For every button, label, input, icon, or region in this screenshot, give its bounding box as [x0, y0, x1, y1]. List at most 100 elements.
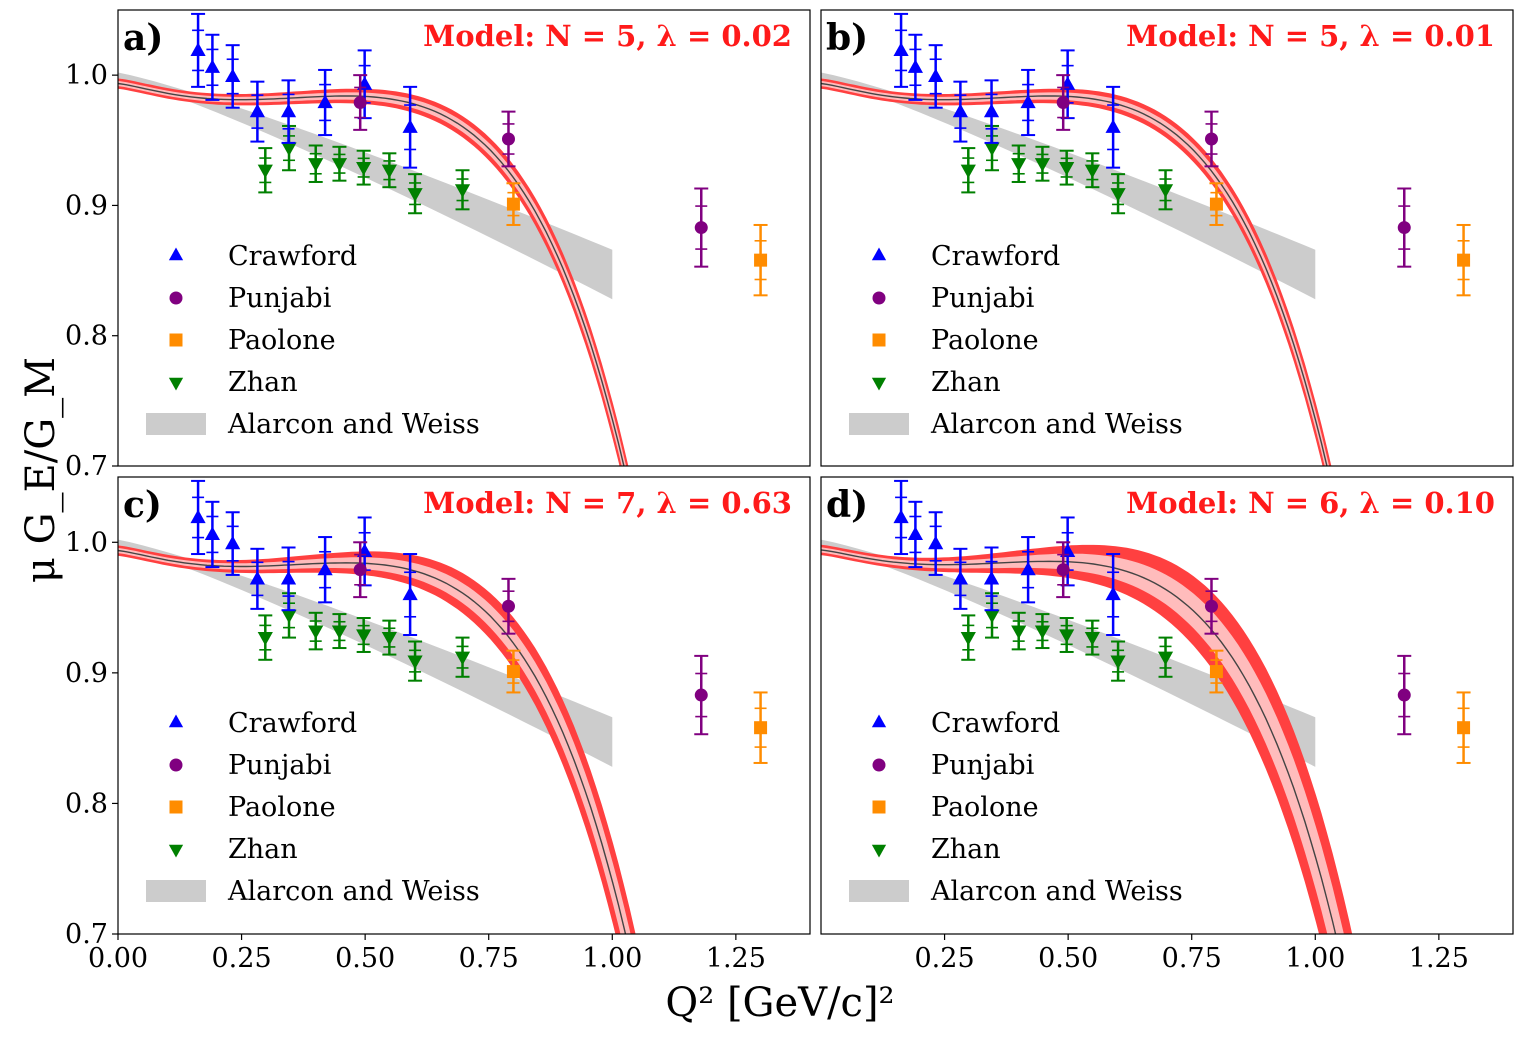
legend-label: Zhan [931, 367, 1001, 398]
legend-label: Crawford [228, 241, 357, 272]
legend-label: Alarcon and Weiss [930, 876, 1183, 907]
crawford-point [1105, 119, 1121, 133]
punjabi-point [1056, 96, 1070, 110]
model-central-line [821, 82, 1328, 466]
crawford-point [983, 103, 1000, 118]
legend-label: Crawford [931, 241, 1060, 272]
legend-label: Crawford [931, 708, 1060, 739]
y-tick-label: 0.7 [65, 919, 108, 950]
legend-label: Punjabi [228, 283, 332, 314]
zhan-point [984, 142, 1000, 157]
crawford-point [983, 570, 1000, 585]
crawford-point [204, 59, 221, 73]
legend-marker [169, 333, 183, 347]
panel-label: b) [826, 17, 868, 59]
legend: Crawford Punjabi Paolone Zhan Alarcon and We… [146, 708, 480, 907]
legend-item: Alarcon and Weiss [146, 409, 480, 440]
zhan-point [331, 158, 348, 172]
legend-marker [849, 413, 909, 435]
zhan-point [407, 188, 423, 202]
zhan-point [308, 158, 324, 172]
legend-item: Punjabi [169, 283, 332, 314]
legend-label: Punjabi [228, 750, 332, 781]
paolone-point [1457, 253, 1471, 267]
punjabi-point [501, 599, 515, 613]
crawford-point [928, 535, 944, 550]
panel-label: c) [123, 484, 162, 526]
legend-item: Zhan [168, 367, 298, 398]
punjabi-point [1397, 688, 1411, 702]
paolone-point [1209, 197, 1223, 211]
legend-label: Zhan [228, 834, 298, 865]
zhan-point [1011, 158, 1027, 172]
crawford-point [893, 42, 909, 56]
punjabi-point [501, 132, 515, 146]
model-annotation: Model: N = 5, λ = 0.01 [1126, 19, 1495, 53]
zhan-point [356, 162, 372, 176]
zhan-point [381, 632, 397, 646]
punjabi-point [694, 221, 708, 235]
legend-item: Punjabi [872, 283, 1035, 314]
model-annotation: Model: N = 7, λ = 0.63 [423, 486, 792, 520]
zhan-point [1084, 632, 1100, 646]
zhan-point [960, 164, 976, 179]
panel-b: b) Model: N = 5, λ = 0.01 Crawford Punjabi P… [820, 9, 1514, 467]
legend-item: Zhan [871, 367, 1001, 398]
legend-label: Alarcon and Weiss [227, 876, 480, 907]
paolone-point [754, 721, 768, 735]
zhan-point [407, 655, 423, 670]
x-tick-label: 1.00 [582, 943, 642, 974]
punjabi-point [1204, 599, 1218, 613]
crawford-point [317, 561, 333, 576]
crawford-point [280, 103, 297, 118]
zhan-point [1084, 164, 1100, 179]
legend-item: Punjabi [872, 750, 1035, 781]
paolone-point-errorbar [753, 691, 768, 764]
legend-item: Alarcon and Weiss [849, 876, 1183, 907]
x-tick-label: 0.25 [915, 943, 975, 974]
punjabi-point [353, 96, 367, 110]
zhan-point [1110, 655, 1126, 670]
legend: Crawford Punjabi Paolone Zhan Alarcon and We… [146, 241, 480, 440]
legend-marker [168, 377, 184, 391]
legend-item: Alarcon and Weiss [849, 409, 1183, 440]
paolone-point [754, 253, 768, 267]
x-tick-label: 1.00 [1285, 943, 1345, 974]
panel-a: 0.7 0.8 0.9 1.0 a) Model: N = 5, λ = 0.02 Craw… [65, 9, 811, 482]
x-tick-label: 0.75 [1162, 943, 1222, 974]
legend-marker [168, 844, 184, 858]
legend: Crawford Punjabi Paolone Zhan Alarcon and We… [849, 708, 1183, 907]
legend-item: Paolone [169, 792, 336, 823]
zhan-point [1059, 162, 1075, 176]
crawford-point [893, 509, 909, 524]
paolone-point [1209, 665, 1223, 679]
panel-c: 0.7 0.8 0.9 1.0 0.00 0.25 0.50 0.75 1.00 1.25 c) Mo… [65, 476, 811, 974]
panel-frame [117, 476, 811, 935]
y-tick-label: 1.0 [65, 60, 108, 91]
legend-label: Paolone [931, 325, 1039, 356]
legend-label: Zhan [228, 367, 298, 398]
legend-marker [871, 377, 887, 391]
zhan-point-errorbar [356, 617, 371, 653]
paolone-point [1457, 721, 1471, 735]
punjabi-point [353, 563, 367, 577]
model-central-line [118, 549, 627, 934]
legend-marker [849, 880, 909, 902]
crawford-point [1105, 586, 1121, 601]
punjabi-point [1204, 132, 1218, 146]
zhan-point [257, 164, 273, 179]
y-tick-label: 1.0 [65, 527, 108, 558]
zhan-point [1157, 651, 1174, 666]
zhan-point [356, 629, 372, 643]
zhan-point [960, 632, 976, 646]
crawford-point-errorbar [953, 547, 968, 610]
zhan-point [454, 184, 471, 198]
zhan-point [1059, 629, 1075, 643]
legend-label: Zhan [931, 834, 1001, 865]
y-tick-label: 0.9 [65, 658, 108, 689]
zhan-point [454, 651, 471, 666]
crawford-point [1020, 561, 1036, 576]
zhan-point [281, 609, 297, 624]
crawford-point [402, 586, 418, 601]
